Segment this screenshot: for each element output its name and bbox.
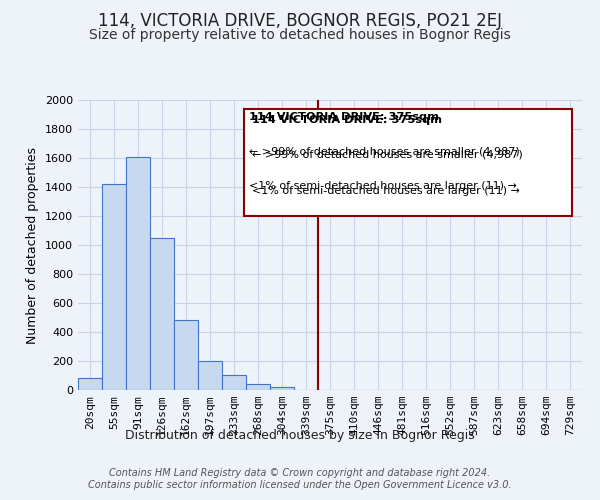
Bar: [270, 387, 294, 390]
Text: ← >99% of detached houses are smaller (4,987): ← >99% of detached houses are smaller (4…: [252, 150, 523, 160]
Text: 114 VICTORIA DRIVE: 375sqm: 114 VICTORIA DRIVE: 375sqm: [250, 112, 439, 122]
Text: <1% of semi-detached houses are larger (11) →: <1% of semi-detached houses are larger (…: [250, 181, 517, 191]
Bar: [174, 320, 198, 390]
Text: Distribution of detached houses by size in Bognor Regis: Distribution of detached houses by size …: [125, 428, 475, 442]
Bar: [102, 184, 126, 390]
Text: ← >99% of detached houses are smaller (4,987): ← >99% of detached houses are smaller (4…: [250, 146, 520, 156]
Text: Contains HM Land Registry data © Crown copyright and database right 2024.: Contains HM Land Registry data © Crown c…: [109, 468, 491, 477]
Bar: [150, 238, 174, 390]
Text: 114 VICTORIA DRIVE: 375sqm: 114 VICTORIA DRIVE: 375sqm: [252, 114, 442, 124]
Y-axis label: Number of detached properties: Number of detached properties: [26, 146, 40, 344]
Bar: [126, 156, 150, 390]
Bar: [198, 361, 222, 390]
Text: Size of property relative to detached houses in Bognor Regis: Size of property relative to detached ho…: [89, 28, 511, 42]
Bar: [246, 384, 270, 390]
Text: 114, VICTORIA DRIVE, BOGNOR REGIS, PO21 2EJ: 114, VICTORIA DRIVE, BOGNOR REGIS, PO21 …: [98, 12, 502, 30]
Text: Contains public sector information licensed under the Open Government Licence v3: Contains public sector information licen…: [88, 480, 512, 490]
FancyBboxPatch shape: [244, 108, 572, 216]
Text: <1% of semi-detached houses are larger (11) →: <1% of semi-detached houses are larger (…: [252, 186, 520, 196]
Bar: [78, 378, 102, 390]
Bar: [222, 375, 246, 390]
